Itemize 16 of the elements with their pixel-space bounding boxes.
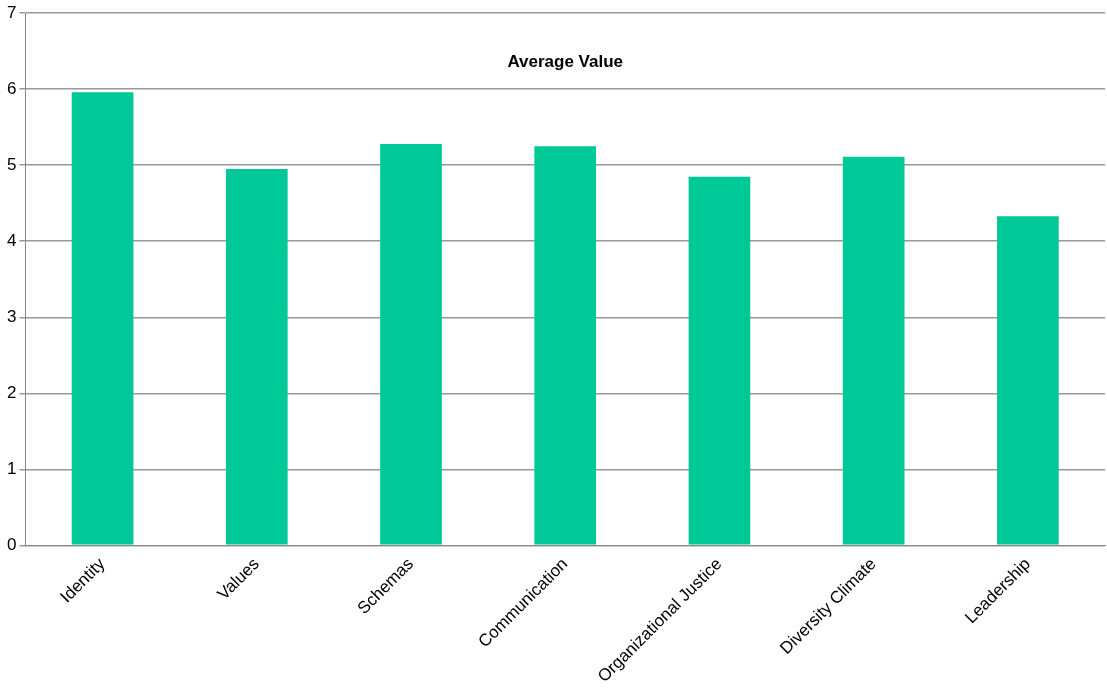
y-tick-label: 3 <box>6 306 17 326</box>
y-tick-label: 7 <box>6 2 17 22</box>
y-tick-label: 2 <box>6 382 17 402</box>
bar <box>534 146 597 545</box>
bar <box>842 156 905 545</box>
y-tick-label: 1 <box>6 458 17 478</box>
bar <box>71 92 134 545</box>
bar <box>380 143 442 545</box>
y-tick-label: 0 <box>6 535 17 554</box>
bar <box>688 176 751 545</box>
y-tick-label: 5 <box>6 154 17 174</box>
y-tick-label: 4 <box>6 230 17 250</box>
bar <box>997 216 1059 545</box>
bar <box>225 169 288 545</box>
y-tick-label: 6 <box>6 78 17 98</box>
text: Average Value <box>507 51 624 71</box>
